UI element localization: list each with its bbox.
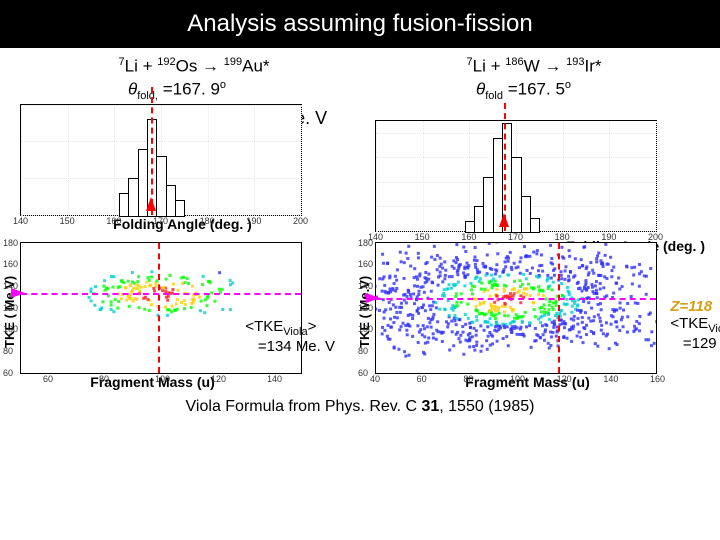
hist-right-col: 140150160170180190200 Folding Angle (deg… <box>375 120 700 232</box>
theta-right: θfold =167. 5o <box>467 79 602 102</box>
txt: Li + <box>473 57 506 76</box>
hist-row: Ebeam = 41. 5 Me. V 14015016017018019020… <box>20 104 700 232</box>
iso-mass: 186 <box>505 56 523 68</box>
tke-annot-left: <TKEViola> =134 Me. V <box>245 318 335 355</box>
txt: Viola Formula from Phys. Rev. C <box>186 398 422 415</box>
reactions-row: 7Li + 192Os → 199Au* θfold, =167. 9o 7Li… <box>20 56 700 102</box>
txt: Au* <box>242 57 269 76</box>
reaction-left: 7Li + 192Os → 199Au* θfold, =167. 9o <box>119 56 270 102</box>
txt: Ir* <box>585 57 602 76</box>
deg: o <box>220 79 226 91</box>
txt: , 1550 (1985) <box>439 398 534 415</box>
tke-annot-right: Z=118 <TKEViola> =129 Me. V <box>670 298 720 352</box>
deg: o <box>565 79 571 91</box>
iso-mass: 192 <box>157 56 175 68</box>
page-title: Analysis assuming fusion-fission <box>187 10 532 37</box>
txt: Viola <box>283 326 307 338</box>
hist-left-col: 140150160170180190200 Folding Angle (deg… <box>20 104 345 232</box>
z-label: Z=118 <box>670 298 712 315</box>
txt: Viola <box>708 323 720 335</box>
txt: <TKE <box>245 318 283 335</box>
title-bar: Analysis assuming fusion-fission <box>0 0 720 48</box>
txt: =129 Me. V <box>670 335 720 352</box>
theta: θ <box>128 79 137 98</box>
theta-left: θfold, =167. 9o <box>119 79 270 102</box>
hist-left: 140150160170180190200 <box>20 104 302 216</box>
vol: 31 <box>421 398 439 415</box>
theta-val: =167. 9 <box>158 79 220 98</box>
page-body: 7Li + 192Os → 199Au* θfold, =167. 9o 7Li… <box>0 48 720 416</box>
scatter-row: TKE ( Me.V) 6080100120140608010012014016… <box>20 242 700 390</box>
txt: Os → <box>176 57 224 76</box>
scatter-left-col: TKE ( Me.V) 6080100120140608010012014016… <box>20 242 345 390</box>
txt: =134 Me. V <box>245 338 335 355</box>
iso-mass: 199 <box>224 56 242 68</box>
txt: W → <box>524 57 567 76</box>
txt: Li + <box>125 57 158 76</box>
scatter-right: 4060801001201401606080100120140160180 <box>375 242 657 374</box>
txt: > <box>308 318 317 335</box>
xlabel: Fragment Mass (u) <box>355 374 700 390</box>
theta-sub: fold <box>485 90 503 102</box>
iso-mass: 193 <box>566 56 584 68</box>
theta-sub: fold, <box>137 90 158 102</box>
theta-val: =167. 5 <box>503 79 565 98</box>
hist-right: 140150160170180190200 <box>375 120 657 232</box>
scatter-right-col: TKE ( Me.V) 4060801001201401606080100120… <box>375 242 700 390</box>
txt: <TKE <box>670 315 708 332</box>
theta: θ <box>476 79 485 98</box>
footer-citation: Viola Formula from Phys. Rev. C 31, 1550… <box>20 398 700 416</box>
reaction-right: 7Li + 186W → 193Ir* θfold =167. 5o <box>467 56 602 102</box>
